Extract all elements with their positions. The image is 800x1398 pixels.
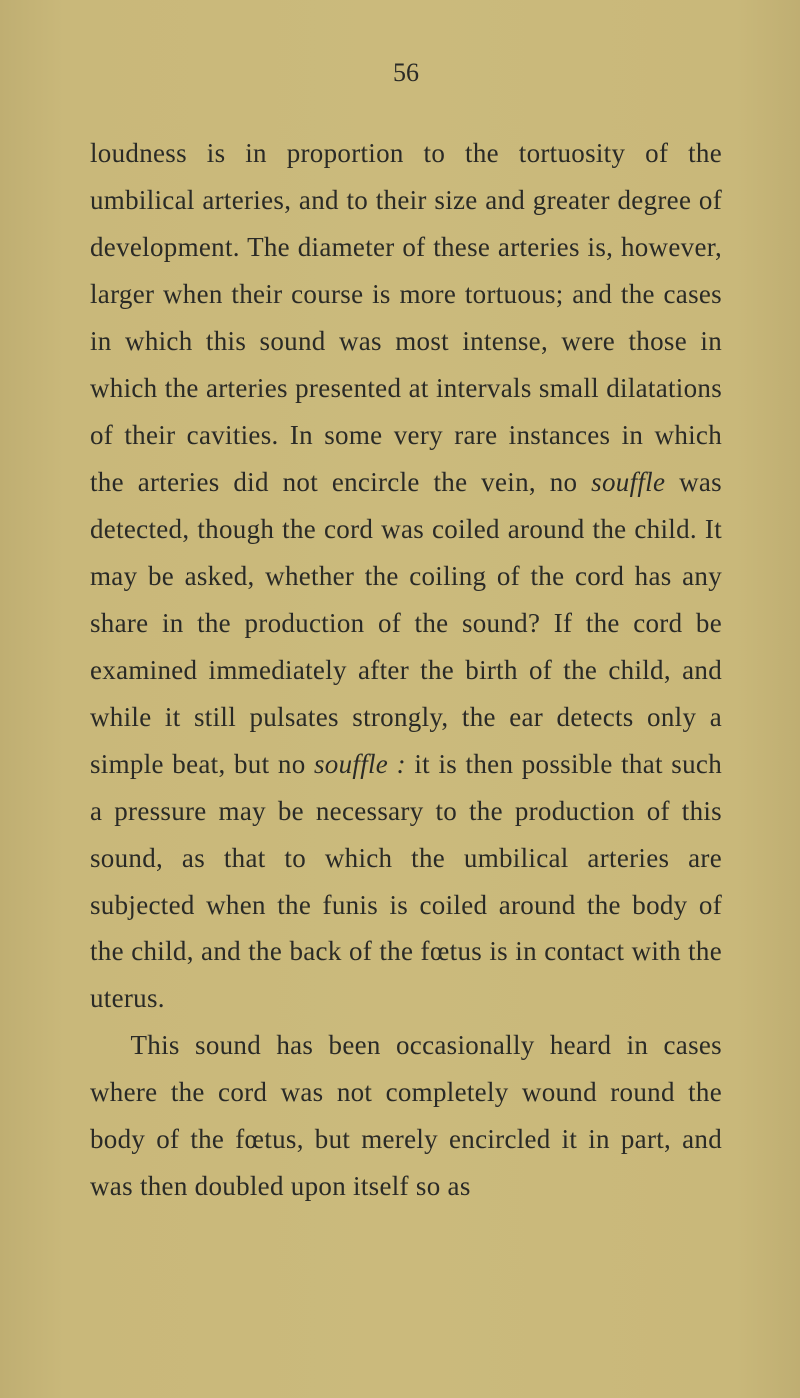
text-run: it is then possible that such a pressure…: [90, 749, 722, 1014]
text-run: loudness is in proportion to the tortuos…: [90, 138, 722, 497]
italic-text: souffle: [591, 467, 665, 497]
paragraph: This sound has been occasionally heard i…: [90, 1022, 722, 1210]
page-number: 56: [90, 58, 722, 88]
text-run: This sound has been occasionally heard i…: [90, 1030, 722, 1201]
body-text: loudness is in proportion to the tortuos…: [90, 130, 722, 1210]
text-run: was detected, though the cord was coiled…: [90, 467, 722, 779]
page-container: 56 loudness is in proportion to the tort…: [0, 0, 800, 1398]
paragraph: loudness is in proportion to the tortuos…: [90, 130, 722, 1022]
italic-text: souffle :: [314, 749, 406, 779]
